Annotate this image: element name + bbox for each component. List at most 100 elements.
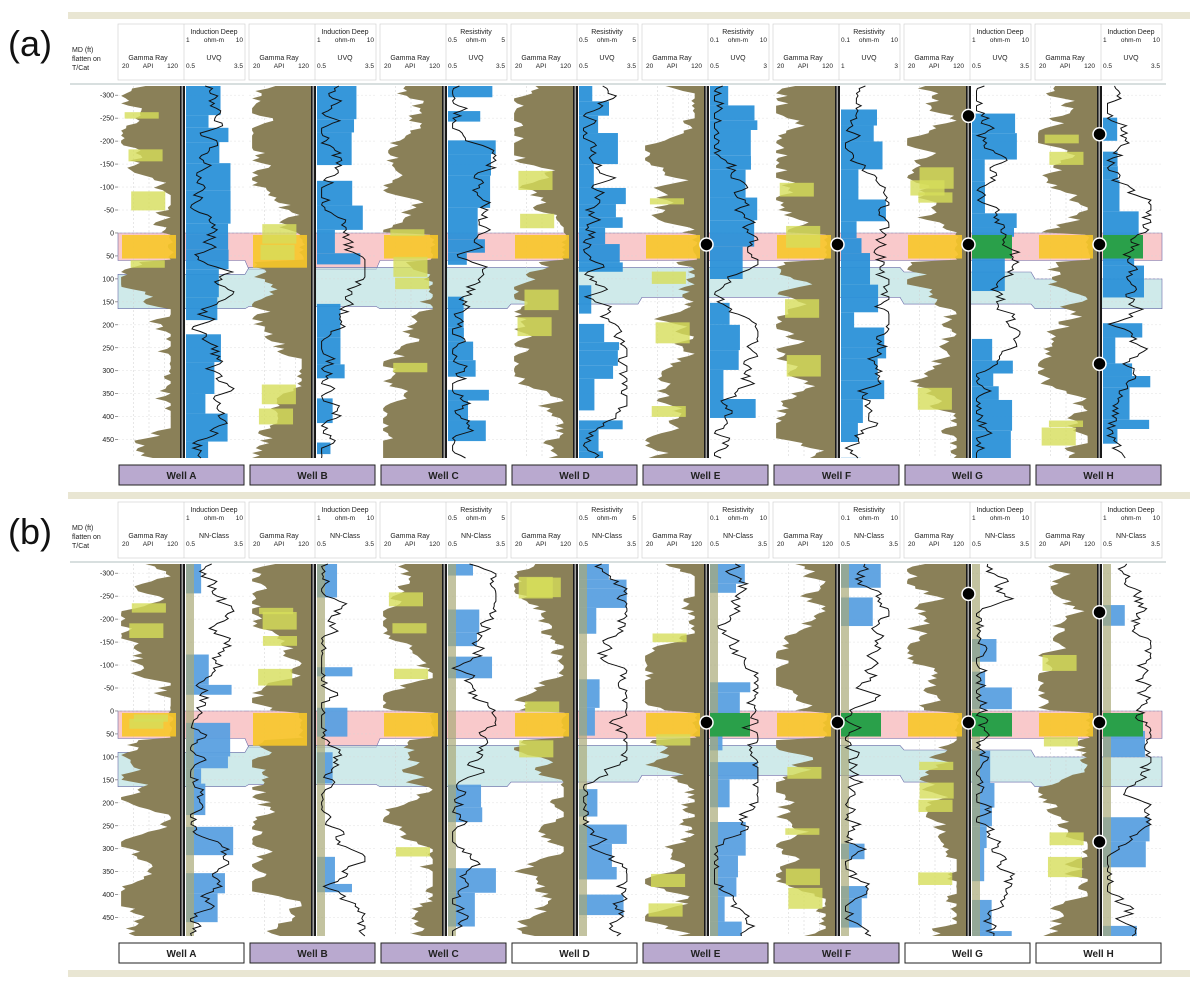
class-block: [317, 667, 353, 677]
sand-lens-fill: [129, 718, 164, 729]
class-block: [1103, 337, 1116, 364]
marker-dot: [830, 715, 845, 730]
gamma-ray-scale-min: 20: [646, 63, 654, 70]
class-scale-max: 3.5: [365, 63, 374, 70]
gamma-ray-scale-max: 120: [953, 541, 964, 548]
gamma-ray-title: Gamma Ray: [783, 533, 823, 540]
gamma-ray-unit: API: [798, 541, 809, 548]
resistivity-unit: ohm-m: [466, 37, 486, 44]
resistivity-unit: ohm-m: [597, 515, 617, 522]
depth-tick-label: 50: [106, 731, 114, 738]
sand-lens-fill: [392, 623, 427, 634]
sand-lens-fill: [785, 868, 820, 886]
class-block: [972, 159, 985, 182]
gamma-ray-scale-min: 20: [646, 541, 654, 548]
gamma-ray-scale-min: 20: [908, 63, 916, 70]
class-block: [579, 365, 614, 379]
pay-sand-fill: [646, 234, 700, 259]
resistivity-curve: [975, 563, 1016, 937]
sand-lens-fill: [1048, 420, 1084, 427]
sand-lens-fill: [918, 192, 953, 203]
track-header: [117, 501, 246, 559]
track-header: [117, 23, 246, 81]
gamma-ray-scale-min: 20: [253, 63, 261, 70]
resistivity-curve: [713, 85, 759, 459]
track-header: [379, 23, 508, 81]
resistivity-curve: [320, 563, 366, 937]
class-scale-max: 3: [763, 63, 767, 70]
resistivity-curve: [844, 85, 890, 459]
class-block: [579, 350, 618, 366]
class-block: [1103, 419, 1150, 429]
sand-lens-fill: [651, 406, 686, 417]
class-scale-max: 3.5: [234, 541, 243, 548]
class-scale-max: 3.5: [627, 541, 636, 548]
class-block: [972, 373, 994, 387]
sand-lens-fill: [525, 701, 560, 713]
resistivity-curve: [189, 563, 235, 937]
gamma-ray-fill: [121, 86, 180, 458]
depth-tick-label: -100: [100, 185, 114, 192]
class-scale-min: 0.5: [972, 63, 981, 70]
class-block: [448, 807, 483, 823]
class-title: UVQ: [206, 55, 222, 62]
class-scale-min: 0.5: [710, 63, 719, 70]
gamma-ray-unit: API: [929, 541, 940, 548]
gamma-ray-scale-min: 20: [384, 63, 392, 70]
class-block: [317, 229, 335, 254]
class-block: [317, 303, 341, 338]
class-block: [448, 207, 478, 240]
class-block: [710, 155, 751, 170]
class-block: [972, 931, 1012, 936]
well-label: Well H: [1083, 949, 1113, 960]
resistivity-curve: [1106, 85, 1152, 459]
class-block: [579, 429, 599, 452]
gamma-ray-scale-max: 120: [822, 541, 833, 548]
class-block: [448, 86, 493, 98]
pay-sand-fill: [1039, 712, 1093, 737]
gamma-ray-scale-max: 120: [429, 541, 440, 548]
depth-tick-label: 400: [102, 892, 114, 899]
well-label: Well D: [559, 471, 589, 482]
class-block: [841, 141, 883, 170]
class-block: [579, 101, 609, 116]
class-block: [710, 197, 758, 221]
well-label-box: [118, 942, 245, 964]
resistivity-scale-min: 1: [972, 515, 976, 522]
well-label-box: [249, 942, 376, 964]
well-label: Well F: [822, 471, 851, 482]
depth-tick-label: 250: [102, 823, 114, 830]
sand-lens-fill: [1041, 427, 1076, 446]
class-baseline-fill: [710, 564, 718, 936]
marker-dot: [961, 237, 976, 252]
gamma-ray-unit: API: [143, 541, 154, 548]
resistivity-title: Resistivity: [722, 29, 754, 36]
class-block: [448, 341, 474, 361]
gamma-ray-unit: API: [143, 63, 154, 70]
marker-dot: [1092, 126, 1107, 142]
class-scale-min: 0.5: [448, 541, 457, 548]
class-block: [186, 223, 229, 235]
sand-lens-fill: [785, 828, 820, 835]
marker-dot: [1092, 834, 1107, 850]
class-title: UVQ: [599, 55, 615, 62]
class-baseline-fill: [448, 564, 456, 936]
class-scale-min: 0.5: [186, 541, 195, 548]
class-title: UVQ: [468, 55, 484, 62]
resistivity-unit: ohm-m: [990, 37, 1010, 44]
resistivity-scale-max: 5: [501, 37, 505, 44]
class-block: [579, 378, 595, 411]
marker-dot: [830, 237, 845, 252]
sand-lens-fill: [258, 668, 293, 686]
track-centre-highlight: [705, 86, 707, 458]
pay-sand-fill: [384, 234, 438, 259]
class-scale-max: 3.5: [1151, 63, 1160, 70]
sand-lens-fill: [388, 592, 424, 607]
track-centre-highlight: [312, 564, 314, 936]
